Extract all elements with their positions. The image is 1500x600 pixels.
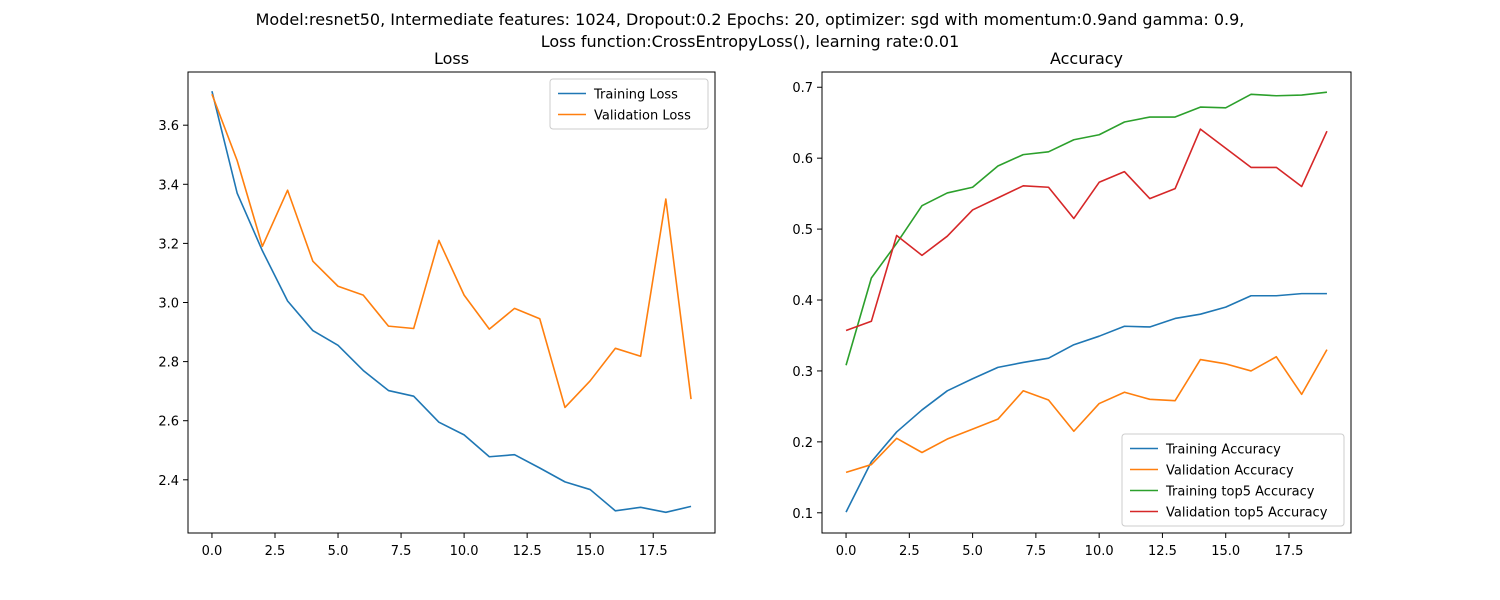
accuracy-ytick-label: 0.4 bbox=[792, 294, 813, 309]
accuracy-series-line-4 bbox=[845, 128, 1328, 332]
loss-legend-box bbox=[549, 78, 709, 130]
accuracy-xtick-label: 17.5 bbox=[1275, 544, 1304, 559]
loss-xtick-label: 5.0 bbox=[328, 544, 349, 559]
accuracy-legend-label: Validation Accuracy bbox=[1166, 464, 1294, 479]
accuracy-ytick-label: 0.5 bbox=[792, 223, 813, 238]
accuracy-series-line-1 bbox=[845, 292, 1327, 513]
accuracy-ytick-label: 0.6 bbox=[792, 152, 813, 167]
accuracy-legend-label: Training Accuracy bbox=[1165, 443, 1281, 458]
accuracy-ytick-label: 0.1 bbox=[792, 507, 813, 522]
accuracy-xtick-label: 2.5 bbox=[899, 544, 920, 559]
loss-xtick-label: 12.5 bbox=[513, 544, 542, 559]
accuracy-series-line-2 bbox=[845, 349, 1328, 474]
accuracy-xtick-label: 7.5 bbox=[1026, 544, 1047, 559]
accuracy-ytick-label: 0.7 bbox=[792, 81, 813, 96]
accuracy-legend-label: Training top5 Accuracy bbox=[1165, 485, 1315, 500]
loss-xtick-label: 17.5 bbox=[639, 544, 668, 559]
loss-ytick-label: 2.6 bbox=[158, 415, 179, 430]
loss-series-line-1 bbox=[211, 91, 692, 514]
loss-series-line-2 bbox=[211, 93, 692, 409]
accuracy-legend-box bbox=[1121, 433, 1345, 527]
loss-ytick-label: 2.8 bbox=[158, 356, 179, 371]
accuracy-series-line-3 bbox=[845, 91, 1328, 366]
loss-xtick-label: 0.0 bbox=[202, 544, 223, 559]
accuracy-ytick-label: 0.2 bbox=[792, 436, 813, 451]
loss-xtick-label: 7.5 bbox=[391, 544, 412, 559]
loss-legend-label: Validation Loss bbox=[594, 109, 691, 124]
accuracy-axes-frame bbox=[821, 71, 1352, 534]
loss-legend: Training Loss Validation Loss bbox=[549, 78, 709, 130]
loss-ytick-label: 2.4 bbox=[158, 474, 179, 489]
loss-xtick-label: 15.0 bbox=[576, 544, 605, 559]
loss-ytick-label: 3.0 bbox=[158, 297, 179, 312]
accuracy-xtick-label: 10.0 bbox=[1085, 544, 1114, 559]
accuracy-xtick-label: 15.0 bbox=[1211, 544, 1240, 559]
loss-axes-frame bbox=[187, 71, 716, 534]
loss-legend-label: Training Loss bbox=[593, 88, 678, 103]
accuracy-xtick-label: 5.0 bbox=[962, 544, 983, 559]
accuracy-legend-label: Validation top5 Accuracy bbox=[1166, 506, 1328, 521]
figure-suptitle-line1: Model:resnet50, Intermediate features: 1… bbox=[255, 10, 1245, 29]
loss-ytick-label: 3.4 bbox=[158, 178, 179, 193]
loss-ytick-label: 3.6 bbox=[158, 119, 179, 134]
loss-ytick-label: 3.2 bbox=[158, 237, 179, 252]
loss-chart-title: Loss bbox=[434, 49, 469, 68]
accuracy-xtick-label: 0.0 bbox=[836, 544, 857, 559]
accuracy-legend: Training Accuracy Validation Accuracy Trai… bbox=[1121, 433, 1345, 527]
loss-xtick-label: 2.5 bbox=[265, 544, 286, 559]
loss-xtick-label: 10.0 bbox=[450, 544, 479, 559]
figure-suptitle-line2: Loss function:CrossEntropyLoss(), learni… bbox=[540, 32, 960, 51]
accuracy-xtick-label: 12.5 bbox=[1148, 544, 1177, 559]
accuracy-ytick-label: 0.3 bbox=[792, 365, 813, 380]
accuracy-chart-title: Accuracy bbox=[1050, 49, 1123, 68]
